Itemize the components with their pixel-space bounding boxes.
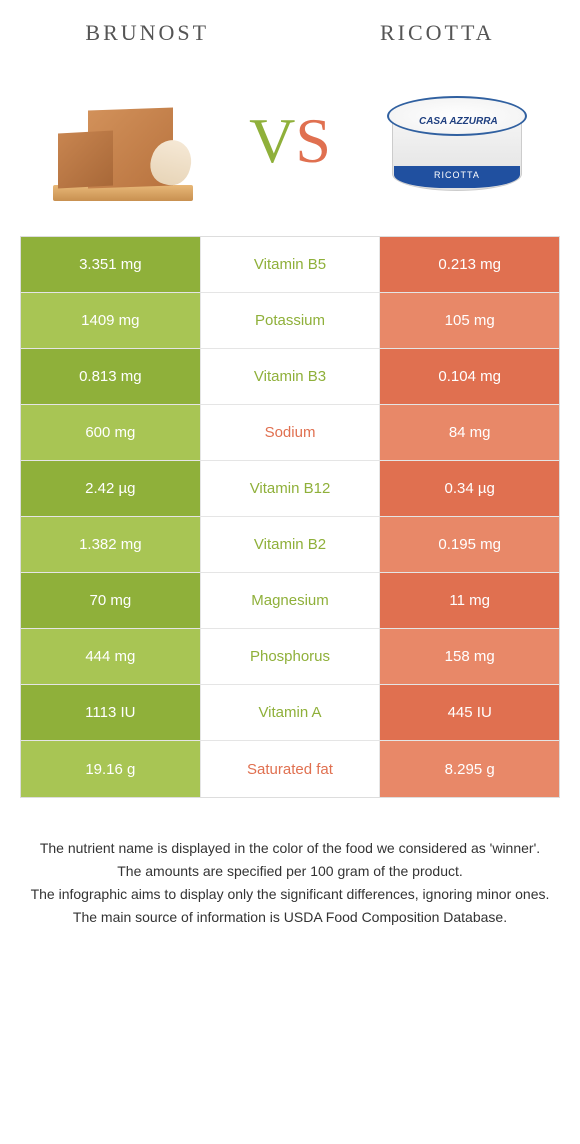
table-row: 444 mgPhosphorus158 mg xyxy=(21,629,559,685)
vs-v: V xyxy=(249,104,295,178)
nutrient-name: Vitamin B3 xyxy=(201,349,381,404)
ricotta-image: CASA AZZURRA RICOTTA xyxy=(377,71,537,211)
table-row: 2.42 µgVitamin B120.34 µg xyxy=(21,461,559,517)
comparison-table: 3.351 mgVitamin B50.213 mg1409 mgPotassi… xyxy=(20,236,560,798)
nutrient-name: Vitamin B5 xyxy=(201,237,381,292)
nutrient-name: Magnesium xyxy=(201,573,381,628)
footer-line: The nutrient name is displayed in the co… xyxy=(30,838,550,859)
left-food-title: Brunost xyxy=(85,20,209,46)
left-value: 0.813 mg xyxy=(21,349,201,404)
vs-label: VS xyxy=(249,104,331,178)
left-value: 600 mg xyxy=(21,405,201,460)
brunost-image xyxy=(43,71,203,211)
table-row: 0.813 mgVitamin B30.104 mg xyxy=(21,349,559,405)
nutrient-name: Saturated fat xyxy=(201,741,381,797)
footer-line: The amounts are specified per 100 gram o… xyxy=(30,861,550,882)
left-value: 3.351 mg xyxy=(21,237,201,292)
right-value: 84 mg xyxy=(380,405,559,460)
nutrient-name: Vitamin A xyxy=(201,685,381,740)
table-row: 1113 IUVitamin A445 IU xyxy=(21,685,559,741)
left-value: 1409 mg xyxy=(21,293,201,348)
left-value: 444 mg xyxy=(21,629,201,684)
footer-line: The infographic aims to display only the… xyxy=(30,884,550,905)
left-value: 1.382 mg xyxy=(21,517,201,572)
table-row: 1.382 mgVitamin B20.195 mg xyxy=(21,517,559,573)
left-value: 70 mg xyxy=(21,573,201,628)
ricotta-brand-text: CASA AZZURRA xyxy=(419,116,498,127)
nutrient-name: Vitamin B12 xyxy=(201,461,381,516)
right-value: 445 IU xyxy=(380,685,559,740)
nutrient-name: Phosphorus xyxy=(201,629,381,684)
nutrient-name: Potassium xyxy=(201,293,381,348)
images-row: VS CASA AZZURRA RICOTTA xyxy=(0,56,580,236)
table-row: 70 mgMagnesium11 mg xyxy=(21,573,559,629)
right-value: 158 mg xyxy=(380,629,559,684)
table-row: 19.16 gSaturated fat8.295 g xyxy=(21,741,559,797)
footer-line: The main source of information is USDA F… xyxy=(30,907,550,928)
right-value: 0.104 mg xyxy=(380,349,559,404)
right-value: 11 mg xyxy=(380,573,559,628)
left-value: 19.16 g xyxy=(21,741,201,797)
header: Brunost Ricotta xyxy=(0,0,580,56)
table-row: 3.351 mgVitamin B50.213 mg xyxy=(21,237,559,293)
nutrient-name: Sodium xyxy=(201,405,381,460)
left-value: 1113 IU xyxy=(21,685,201,740)
nutrient-name: Vitamin B2 xyxy=(201,517,381,572)
table-row: 600 mgSodium84 mg xyxy=(21,405,559,461)
left-value: 2.42 µg xyxy=(21,461,201,516)
vs-s: S xyxy=(295,104,331,178)
footer-notes: The nutrient name is displayed in the co… xyxy=(0,798,580,928)
right-value: 0.34 µg xyxy=(380,461,559,516)
right-value: 8.295 g xyxy=(380,741,559,797)
right-value: 105 mg xyxy=(380,293,559,348)
ricotta-product-text: RICOTTA xyxy=(394,166,520,188)
right-value: 0.213 mg xyxy=(380,237,559,292)
right-value: 0.195 mg xyxy=(380,517,559,572)
right-food-title: Ricotta xyxy=(380,20,495,46)
table-row: 1409 mgPotassium105 mg xyxy=(21,293,559,349)
